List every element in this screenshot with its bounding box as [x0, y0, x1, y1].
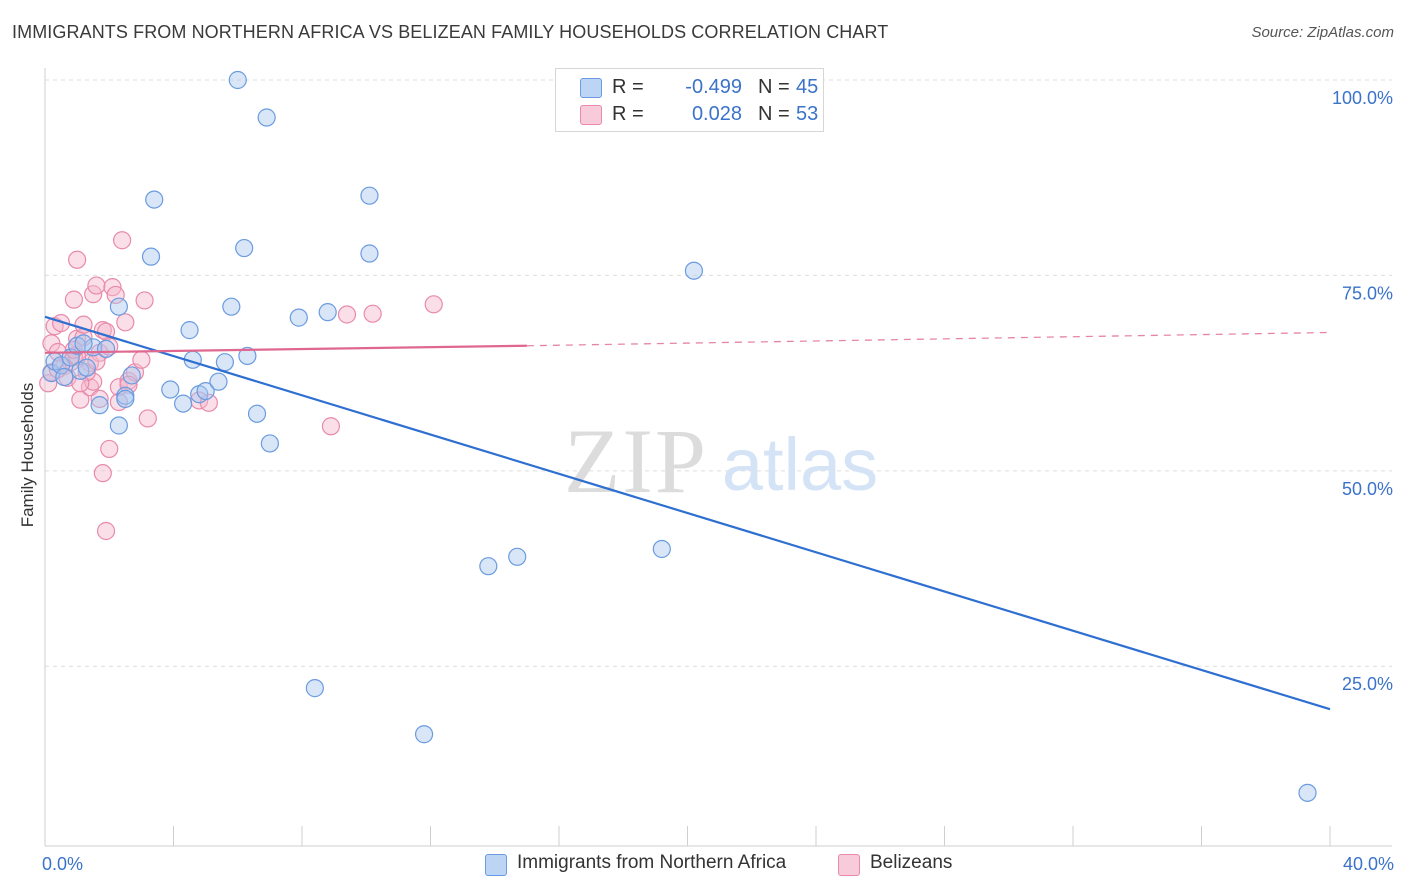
northern-africa-point: [145, 190, 164, 209]
belizeans-point: [100, 439, 119, 459]
legend-r-value: -0.499: [685, 76, 742, 98]
watermark-atlas: atlas: [722, 423, 878, 506]
northern-africa-point: [180, 321, 199, 340]
legend-n-label: N =: [758, 76, 790, 98]
x-tick-label: 40.0%: [1343, 854, 1394, 874]
chart-source: Source: ZipAtlas.com: [1251, 24, 1394, 41]
northern-africa-point: [77, 358, 96, 377]
trend-lines: [44, 315, 1331, 711]
series-swatch-blue: [485, 854, 507, 876]
series-name: Belizeans: [870, 852, 953, 873]
northern-africa-trend-line: [44, 315, 1331, 711]
northern-africa-point: [414, 725, 434, 744]
northern-africa-point: [96, 339, 116, 358]
y-tick-label: 100.0%: [1332, 88, 1393, 108]
belizeans-point: [138, 409, 157, 428]
belizeans-point: [363, 304, 382, 323]
belizeans-point: [64, 290, 84, 309]
northern-africa-point: [109, 416, 128, 435]
belizeans-point: [68, 250, 87, 269]
northern-africa-point: [209, 372, 228, 391]
northern-africa-point: [684, 261, 704, 280]
y-tick-label: 25.0%: [1342, 674, 1393, 694]
northern-africa-point: [122, 366, 141, 385]
series-name: Immigrants from Northern Africa: [517, 852, 787, 873]
belizeans-trend-line: [44, 344, 527, 354]
northern-africa-point: [141, 247, 161, 266]
northern-africa-point: [215, 353, 234, 372]
northern-africa-point: [247, 404, 267, 423]
tick-labels: 25.0% 50.0% 75.0% 100.0% 0.0% 40.0%: [42, 88, 1394, 874]
northern-africa-point: [479, 557, 498, 576]
belizeans-point: [116, 313, 135, 332]
northern-africa-point: [228, 70, 247, 90]
northern-africa-point: [652, 539, 671, 559]
northern-africa-point: [55, 367, 74, 387]
northern-africa-point: [51, 356, 71, 375]
northern-africa-point: [1298, 783, 1317, 802]
northern-africa-point: [360, 244, 379, 263]
belizeans-point: [321, 417, 341, 436]
belizeans-point: [424, 295, 443, 314]
legend-r-label: R =: [612, 103, 644, 125]
belizeans-point: [135, 291, 154, 310]
legend-n-value: 45: [796, 76, 819, 98]
northern-africa-point: [260, 434, 279, 453]
belizeans-point: [106, 285, 125, 305]
northern-africa-point: [109, 297, 128, 316]
northern-africa-point: [238, 346, 257, 366]
northern-africa-point: [161, 380, 180, 399]
legend-n-value: 53: [796, 103, 819, 125]
belizeans-trend-extension: [526, 331, 1331, 347]
legend-r-value: 0.028: [691, 103, 742, 125]
belizeans-point: [96, 521, 116, 541]
belizeans-point: [132, 350, 151, 369]
northern-africa-point: [222, 297, 241, 316]
belizeans-point: [337, 305, 357, 324]
legend-n-label: N =: [758, 103, 790, 125]
x-tick-label: 0.0%: [42, 854, 83, 874]
y-tick-label: 50.0%: [1342, 479, 1393, 499]
belizeans-point: [51, 313, 71, 333]
northern-africa-point: [196, 381, 215, 401]
chart-title: IMMIGRANTS FROM NORTHERN AFRICA VS BELIZ…: [12, 22, 889, 42]
northern-africa-point: [305, 679, 324, 698]
belizeans-point: [93, 464, 112, 483]
northern-africa-point: [116, 389, 135, 409]
y-tick-label: 75.0%: [1342, 283, 1393, 303]
northern-africa-point: [289, 308, 308, 327]
northern-africa-points: [42, 70, 1317, 802]
northern-africa-point: [90, 396, 109, 415]
series-swatch-pink: [838, 854, 860, 876]
y-axis-label: Family Households: [18, 382, 37, 528]
stats-legend: R = -0.499 N = 45 R = 0.028 N = 53: [555, 68, 824, 132]
grid-lines: [45, 79, 1392, 667]
belizeans-point: [90, 389, 109, 409]
belizeans-point: [112, 231, 132, 250]
northern-africa-point: [174, 394, 193, 413]
northern-africa-point: [257, 108, 276, 127]
legend-r-label: R =: [612, 76, 644, 98]
legend-swatch-blue: [580, 78, 602, 98]
northern-africa-point: [318, 303, 337, 322]
belizeans-point: [80, 378, 100, 397]
belizeans-point: [71, 374, 90, 393]
axes: [44, 68, 1392, 847]
northern-africa-point: [235, 238, 254, 258]
watermark-zip: ZIP: [564, 410, 708, 512]
belizeans-point: [39, 374, 58, 393]
belizeans-point: [87, 276, 106, 295]
legend-swatch-pink: [580, 105, 602, 125]
belizeans-points: [39, 231, 443, 541]
northern-africa-point: [508, 547, 527, 566]
northern-africa-point: [360, 186, 379, 205]
northern-africa-point: [74, 334, 93, 353]
